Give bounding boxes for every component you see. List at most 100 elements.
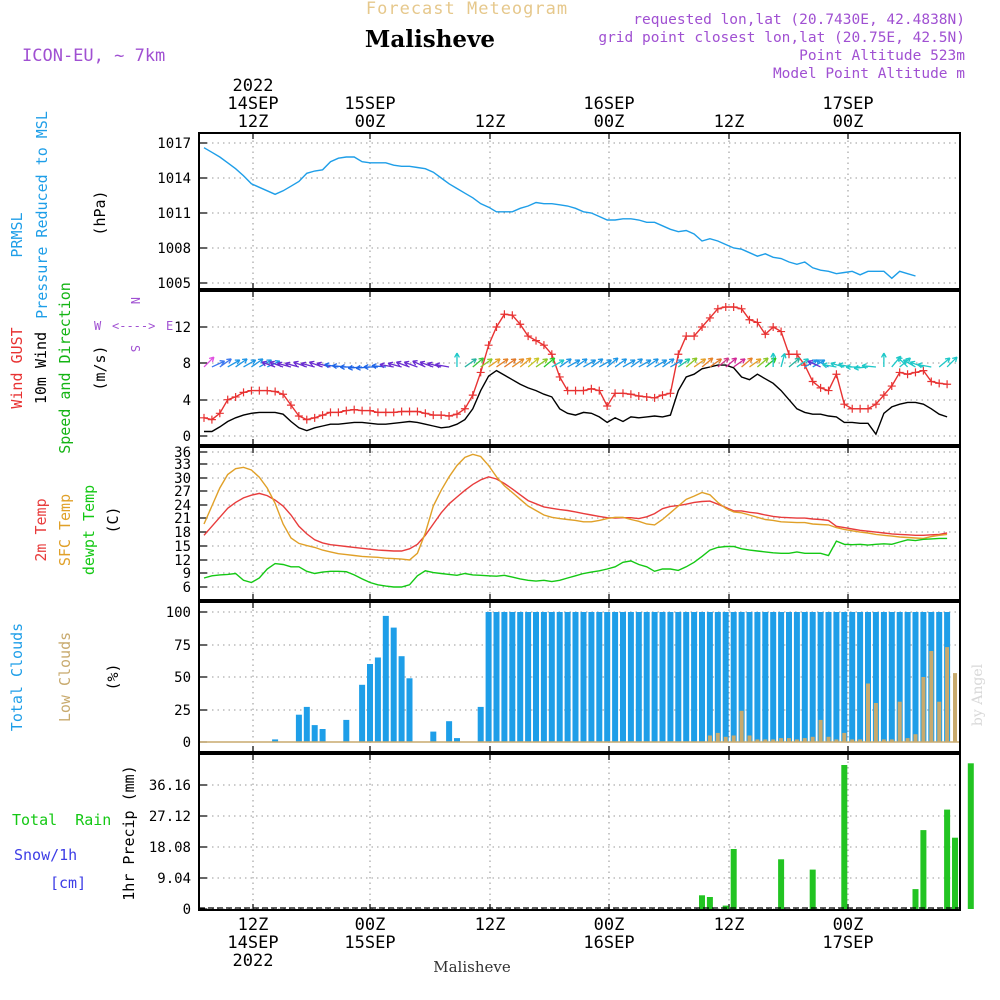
cloud-total-bar [659,612,666,742]
gust-point [334,408,343,417]
cloud-total-bar [880,612,887,742]
gust-point [326,408,335,417]
gust-point [279,390,288,399]
wind-arrow [646,358,659,368]
y-tick-label: 0 [183,902,191,918]
precip-label-rain: Total Rain [12,811,111,829]
cloud-total-bar [501,612,508,742]
pressure-frame [198,132,961,290]
wind-arrow [464,358,477,368]
gust-point [437,411,446,420]
y-tick-label: 27 [174,484,191,500]
wind-arrow [243,359,257,368]
wind-unit: (m/s) [91,345,109,390]
time-axis-label: 00Z [594,112,625,132]
series-10m-wind [204,364,948,436]
rain-bar [944,809,951,909]
wind-arrow [511,358,525,368]
y-tick-label: 30 [174,471,191,487]
y-tick-label: 18.08 [149,840,191,856]
cloud-low-bar [953,673,957,742]
gust-point [342,406,351,415]
cloud-total-bar [912,612,919,742]
gust-point [713,304,722,313]
wind-arrow [741,357,753,368]
gust-point [231,392,240,401]
y-tick-label: 0 [183,735,191,751]
y-tick-label: 4 [183,393,191,409]
wind-arrow [662,358,675,368]
cloud-total-bar [857,612,864,742]
cloud-total-bar [343,719,350,742]
cloud-total-bar [936,612,943,742]
gust-point [476,368,485,377]
wind-arrow [480,358,493,368]
gust-point [777,327,786,336]
gust-point [484,341,493,350]
gust-point [445,412,454,421]
cloud-total-bar [714,612,721,742]
wind-arrow [780,352,787,368]
time-axis-label: 16SEP [583,94,634,114]
clouds-panel: 0 25 50 75 100 [166,601,961,753]
gust-point [547,350,556,359]
y-tick-label: 18 [174,525,191,541]
gust-point [808,377,817,386]
gust-point [642,392,651,401]
time-axis-label: 14SEP [227,94,278,114]
cloud-total-bar [786,612,792,742]
precip-unit: 1hr Precip (mm) [120,765,138,900]
gust-point [634,392,643,401]
cloud-total-bar [841,612,848,742]
time-axis-label: 12Z [475,915,506,935]
gridpoint-coordinates: grid point closest lon,lat (20.75E, 42.5… [598,30,965,46]
cloud-low-bar [779,738,784,742]
cloud-total-bar [651,612,658,742]
gust-point [373,408,382,417]
y-tick-label: 24 [174,498,191,514]
wind-arrow [654,359,668,368]
cloud-total-bar [896,612,903,742]
cloud-total-bar [730,612,737,742]
cloud-total-bar [525,612,532,742]
cloud-total-bar [770,612,777,742]
panels: 1005100810111014101704812691215182124273… [149,132,974,918]
cloud-total-bar [620,612,626,742]
rain-bar [730,849,737,909]
cloud-total-bar [572,612,579,742]
gust-point [207,415,216,424]
y-tick-label: 15 [174,539,191,555]
wind-arrow [387,361,402,368]
gust-point [563,386,572,395]
temp-unit: (C) [104,506,122,533]
gust-point [318,411,327,420]
wind-arrow [701,357,714,368]
pretitle: Forecast Meteogram [366,0,568,19]
time-axis-label: 2022 [233,951,274,971]
cloud-low-bar [707,735,712,742]
y-tick-label: 1011 [157,206,191,222]
temperature-frame [198,446,961,601]
time-axis-label: 00Z [594,915,625,935]
wind-arrow [693,358,707,368]
wind-labels: Wind GUST 10m Wind Speed and Direction (… [8,282,109,454]
cloud-low-bar [802,738,807,742]
wind-arrow [807,360,821,368]
gust-point [294,412,303,421]
cloud-low-bar [873,703,878,742]
cloud-total-bar [272,739,279,742]
cloud-total-bar [635,612,642,742]
cloud-low-bar [787,738,791,742]
gust-point [460,404,469,413]
gust-point [792,350,801,359]
cloud-low-bar [731,735,736,742]
gust-point [555,372,564,381]
cloud-low-bar [921,677,926,742]
gust-point [429,411,438,420]
cloud-total-bar [801,612,808,742]
y-tick-label: 33 [174,457,191,473]
rain-bar [912,889,919,909]
rain-bar [809,869,816,909]
gust-point [397,407,406,416]
